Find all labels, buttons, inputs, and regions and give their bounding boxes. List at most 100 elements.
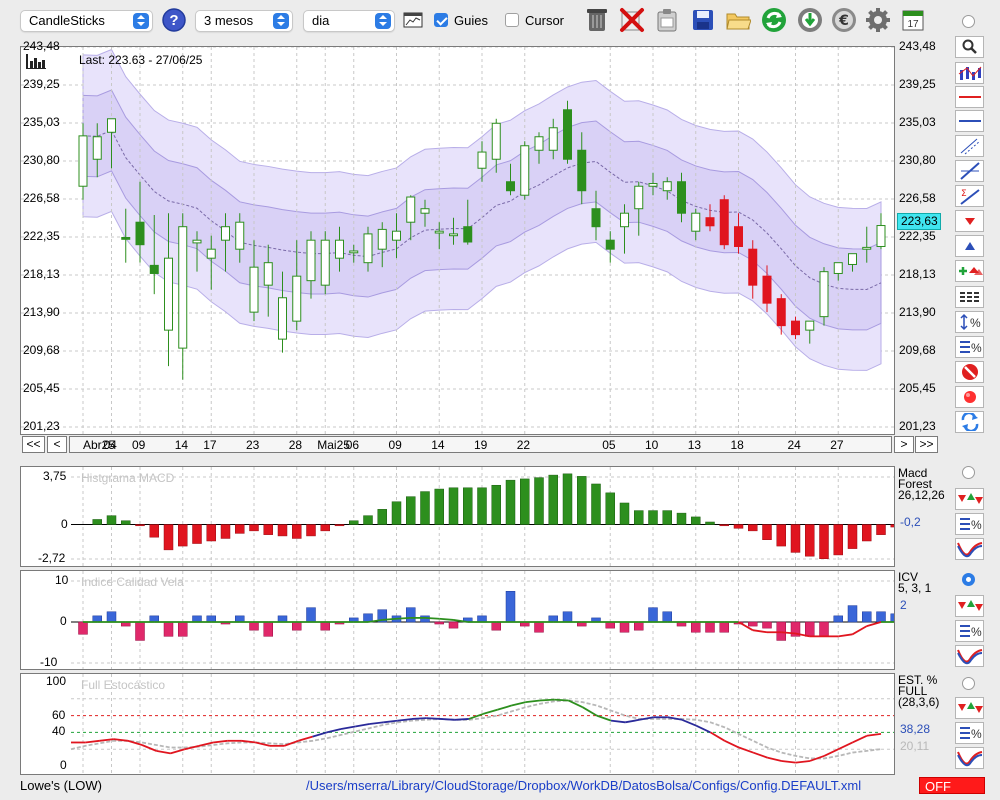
horizontal-line-blue-icon[interactable] bbox=[955, 110, 984, 132]
svg-text:%: % bbox=[971, 727, 982, 741]
euro-icon[interactable]: € bbox=[830, 6, 858, 34]
macd-bar bbox=[377, 509, 387, 525]
candle-body bbox=[563, 109, 572, 160]
trash-icon[interactable] bbox=[583, 6, 611, 34]
nav-first-button[interactable]: << bbox=[22, 436, 45, 453]
icv-bar bbox=[776, 621, 786, 641]
stoch-curve-icon[interactable] bbox=[955, 747, 984, 769]
date-axis-label: 24 bbox=[787, 438, 801, 452]
arrow-up-blue-icon[interactable] bbox=[955, 235, 984, 257]
stoch-k-segment bbox=[710, 731, 726, 742]
macd-bar bbox=[406, 496, 416, 525]
stoch-k-segment bbox=[567, 699, 583, 709]
macd-bar bbox=[591, 483, 601, 525]
price-chart[interactable] bbox=[21, 47, 894, 434]
add-arrows-icon[interactable] bbox=[955, 260, 984, 282]
panel-select-radio-macd[interactable] bbox=[962, 466, 975, 479]
macd-bar bbox=[890, 524, 894, 528]
stoch-panel[interactable]: Full Estocástico bbox=[20, 673, 895, 775]
panel-select-radio-main[interactable] bbox=[962, 15, 975, 28]
nav-prev-button[interactable]: < bbox=[47, 436, 67, 453]
macd-y-label: -2,72 bbox=[38, 551, 66, 565]
macd-panel[interactable]: Histgrama MACD bbox=[20, 466, 895, 567]
macd-bar bbox=[121, 520, 131, 525]
interval-select[interactable]: dia bbox=[303, 10, 395, 32]
arrow-down-red-icon[interactable] bbox=[955, 210, 984, 232]
icv-percent-lines-icon[interactable]: % bbox=[955, 620, 984, 642]
icv-bar bbox=[135, 621, 145, 641]
date-axis-label: 06 bbox=[345, 438, 360, 452]
icv-curve-icon[interactable] bbox=[955, 645, 984, 667]
candle-body bbox=[491, 122, 501, 160]
stoch-y-label: 100 bbox=[46, 674, 67, 688]
candle-body bbox=[876, 225, 886, 247]
icv-bar bbox=[406, 607, 416, 623]
stoch-k-segment bbox=[241, 739, 256, 744]
cursor-checkbox[interactable] bbox=[505, 13, 519, 27]
macd-percent-lines-icon[interactable]: % bbox=[955, 513, 984, 535]
icv-line-segment bbox=[838, 633, 853, 638]
horizontal-line-red-icon[interactable] bbox=[955, 86, 984, 108]
stoch-percent-lines-icon[interactable]: % bbox=[955, 722, 984, 744]
icv-bar bbox=[249, 621, 259, 631]
save-icon[interactable] bbox=[689, 6, 717, 34]
stoch-k-segment bbox=[383, 719, 398, 724]
nav-last-button[interactable]: >> bbox=[915, 436, 938, 453]
stoch-k-segment bbox=[127, 739, 143, 746]
stop-icon[interactable] bbox=[955, 361, 984, 383]
fibonacci-icon[interactable]: Σ bbox=[955, 185, 984, 207]
price-y-label: 205,45 bbox=[899, 381, 936, 395]
help-icon[interactable]: ? bbox=[160, 6, 188, 34]
price-y-label-left: 201,23 bbox=[23, 419, 60, 433]
macd-curve-icon[interactable] bbox=[955, 538, 984, 560]
folder-icon[interactable] bbox=[724, 6, 752, 34]
date-axis-label: 09 bbox=[388, 438, 402, 452]
refresh-icon[interactable] bbox=[760, 6, 788, 34]
guides-label: Guies bbox=[454, 13, 488, 28]
macd-bar bbox=[833, 524, 843, 556]
download-icon[interactable] bbox=[796, 6, 824, 34]
percent-range-icon[interactable]: % bbox=[955, 311, 984, 333]
record-icon[interactable] bbox=[955, 386, 984, 408]
chart-type-select[interactable]: CandleSticks bbox=[20, 10, 153, 32]
icv-panel[interactable]: Indice Calidad Vela bbox=[20, 570, 895, 670]
guides-checkbox[interactable] bbox=[434, 13, 448, 27]
delete-icon[interactable] bbox=[618, 6, 646, 34]
candle-body bbox=[520, 145, 530, 196]
trendline-icon[interactable] bbox=[955, 160, 984, 182]
icv-signals-icon[interactable] bbox=[955, 595, 984, 617]
candle-body bbox=[349, 250, 359, 254]
candle-body bbox=[605, 239, 615, 250]
trend-channel-icon[interactable] bbox=[955, 135, 984, 157]
panel-select-radio-stoch[interactable] bbox=[962, 677, 975, 690]
stoch-k-segment bbox=[440, 718, 455, 721]
candle-body bbox=[748, 248, 758, 286]
price-y-label: 213,90 bbox=[899, 305, 936, 319]
config-path-link[interactable]: /Users/mserra/Library/CloudStorage/Dropb… bbox=[306, 778, 862, 793]
chart-window-icon[interactable] bbox=[402, 6, 424, 34]
nav-next-button[interactable]: > bbox=[894, 436, 914, 453]
stoch-k-segment bbox=[596, 714, 612, 722]
candles-tool-icon[interactable] bbox=[955, 62, 984, 84]
calendar-icon[interactable]: 17 bbox=[899, 6, 927, 34]
price-y-label-left: 205,45 bbox=[23, 381, 60, 395]
stoch-signals-icon[interactable] bbox=[955, 697, 984, 719]
swap-icon[interactable] bbox=[955, 411, 984, 433]
clipboard-icon[interactable] bbox=[653, 6, 681, 34]
stoch-k-segment bbox=[695, 724, 711, 734]
icv-bar bbox=[705, 621, 715, 633]
icv-bar bbox=[876, 611, 886, 623]
date-axis-label: 17 bbox=[203, 438, 217, 452]
macd-bar bbox=[605, 492, 615, 525]
percent-lines-icon[interactable]: % bbox=[955, 336, 984, 358]
grid-lines-icon[interactable] bbox=[955, 286, 984, 308]
icv-bar bbox=[819, 621, 829, 637]
period-select[interactable]: 3 mesos bbox=[195, 10, 293, 32]
gear-icon[interactable] bbox=[864, 6, 892, 34]
macd-bar bbox=[748, 524, 758, 532]
panel-select-radio-icv[interactable] bbox=[962, 573, 975, 586]
macd-signals-icon[interactable] bbox=[955, 488, 984, 510]
zoom-icon[interactable] bbox=[955, 36, 984, 58]
svg-text:?: ? bbox=[169, 12, 178, 29]
price-chart-panel[interactable]: Last: 223.63 - 27/06/25 bbox=[20, 46, 895, 435]
